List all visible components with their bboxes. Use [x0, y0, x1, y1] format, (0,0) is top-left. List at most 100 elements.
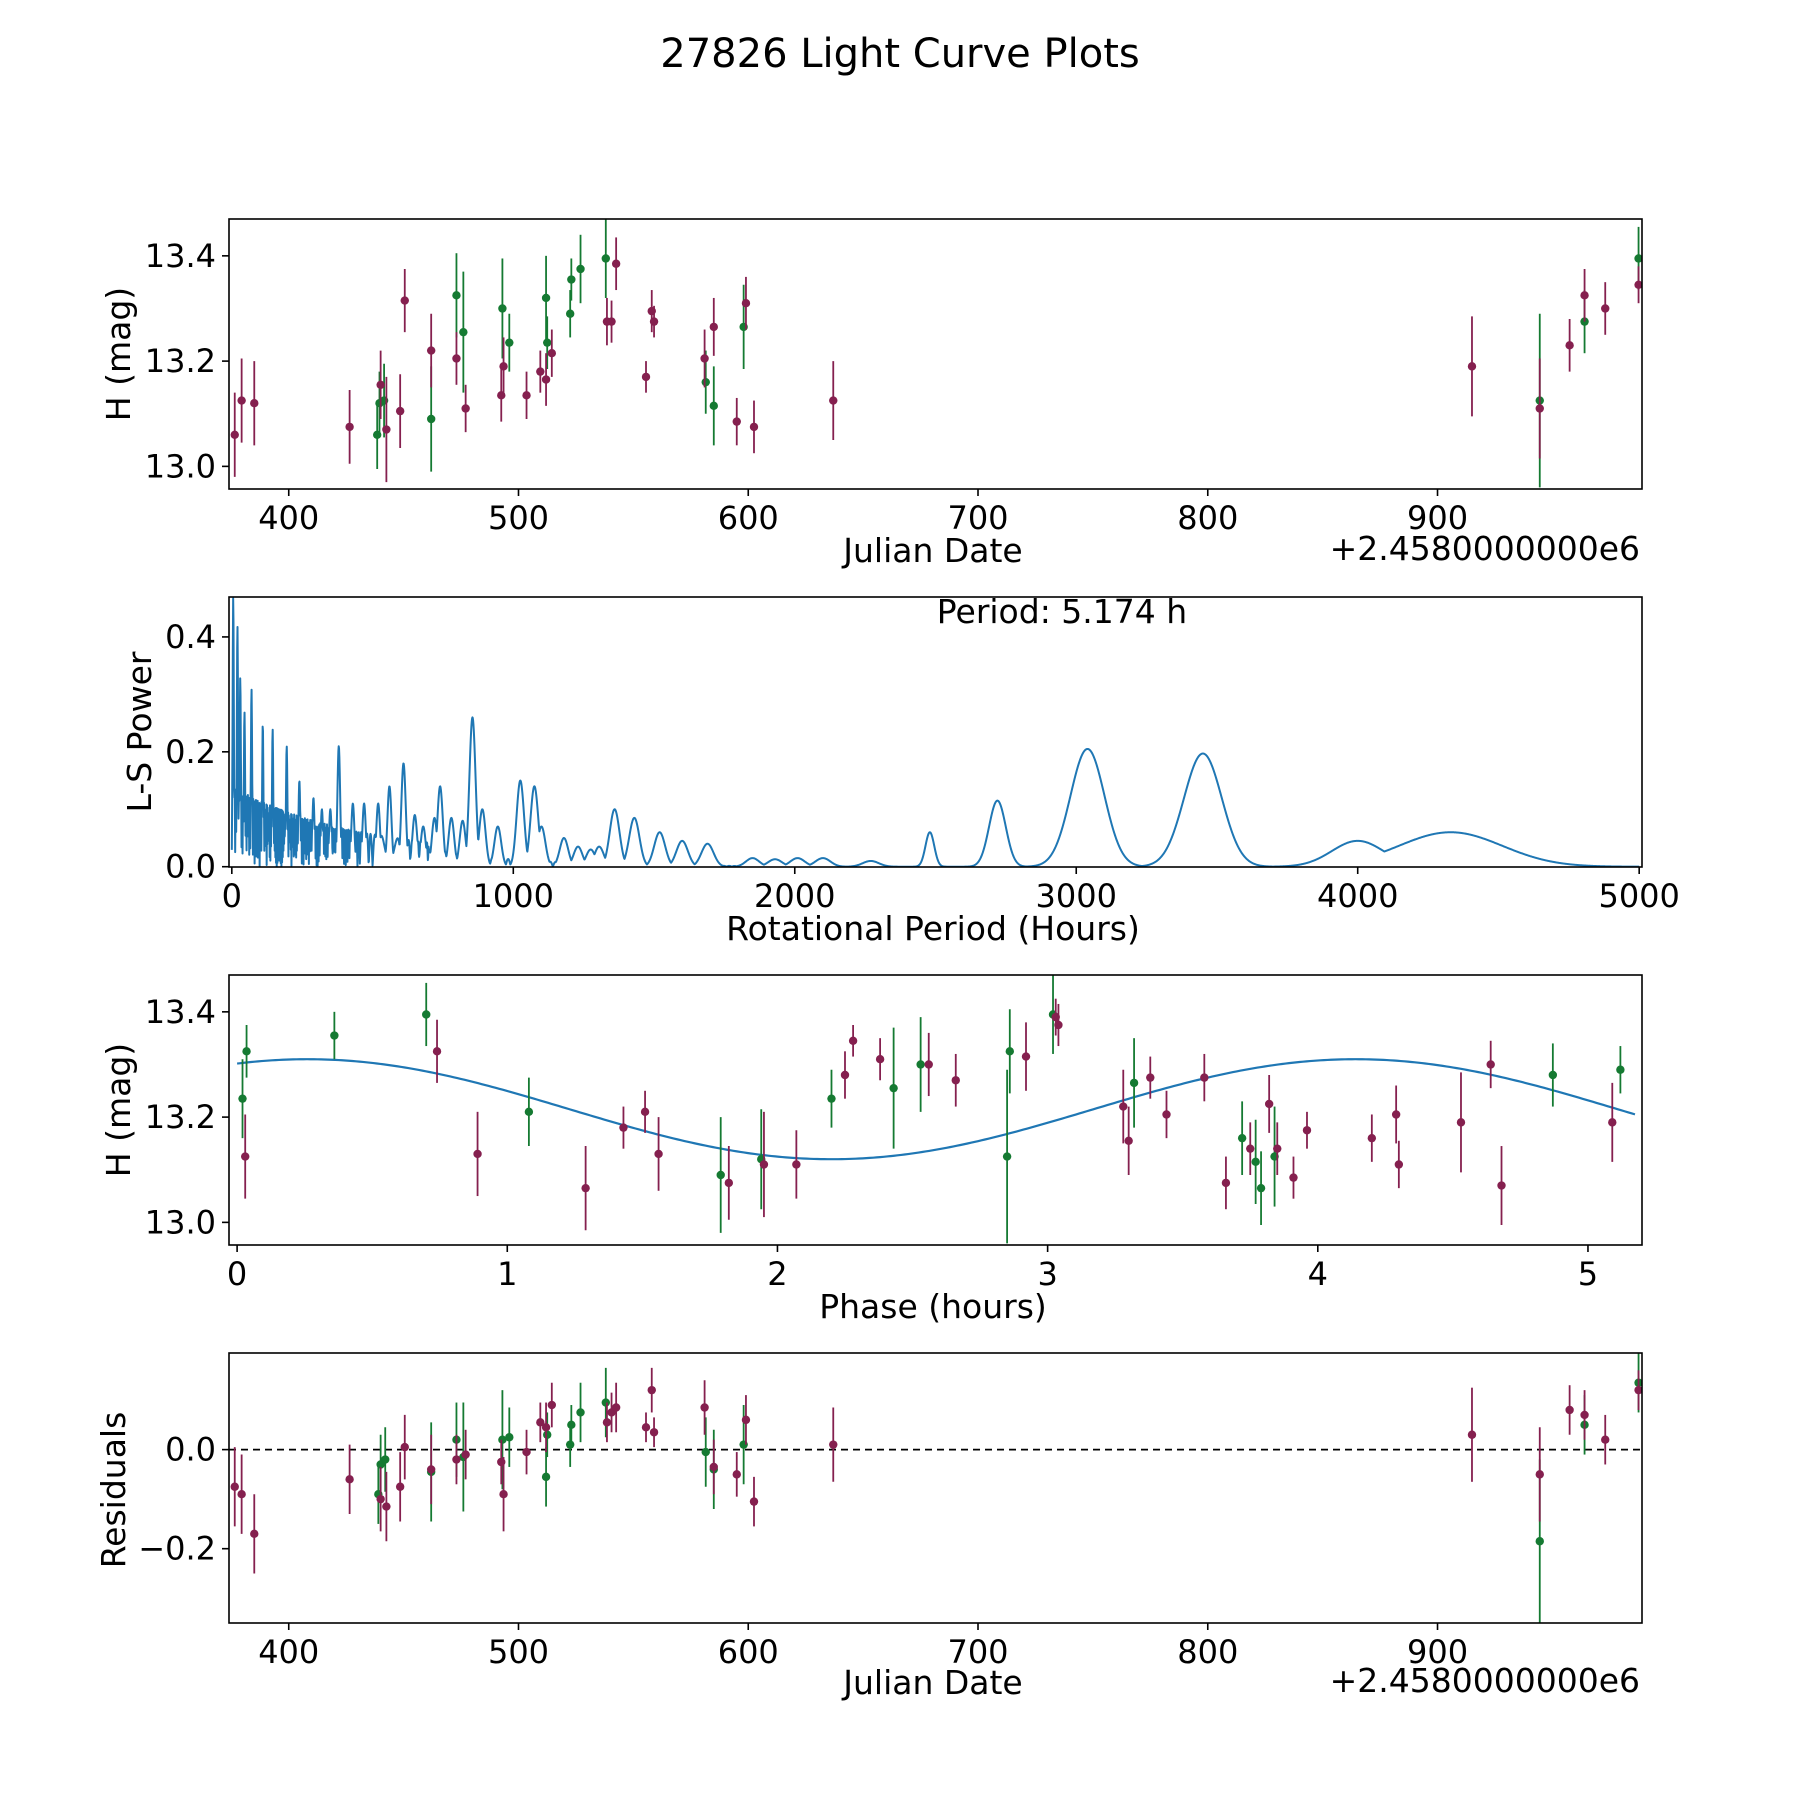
data-point: [951, 1076, 960, 1085]
periodogram-xtick-label: 5000: [1598, 877, 1679, 915]
data-point: [452, 1455, 461, 1464]
data-point: [1634, 254, 1642, 263]
residuals-plot-area: [229, 1353, 1642, 1623]
data-point: [654, 1149, 663, 1159]
data-point: [1601, 1435, 1610, 1444]
data-point: [1548, 1070, 1558, 1080]
data-point: [640, 1107, 650, 1117]
data-point: [916, 1060, 925, 1069]
data-point: [461, 1450, 470, 1459]
residuals-ytick-label: −0.2: [138, 1530, 216, 1568]
data-point: [875, 1055, 885, 1064]
residuals-ylabel: Residuals: [94, 1412, 133, 1569]
residuals-ytick-label: 0.0: [165, 1431, 216, 1469]
data-point: [330, 1031, 339, 1040]
data-point: [541, 1423, 551, 1432]
data-point: [829, 1440, 838, 1449]
data-point: [1021, 1052, 1031, 1061]
data-point: [498, 1435, 507, 1444]
data-point: [1264, 1099, 1274, 1109]
data-point: [422, 1010, 431, 1019]
data-point: [543, 1430, 552, 1439]
periodogram-ytick-label: 0.4: [165, 618, 216, 656]
data-point: [1634, 280, 1642, 289]
periodogram-frame: [228, 596, 1643, 868]
data-point: [792, 1160, 801, 1169]
data-point: [1608, 1118, 1617, 1127]
data-point: [376, 380, 385, 389]
residuals-x-offset: +2.4580000000e6: [1330, 1661, 1640, 1700]
data-point: [1565, 1405, 1574, 1415]
data-point: [543, 338, 552, 347]
residuals-xtick-label: 700: [947, 1633, 1008, 1671]
data-point: [426, 346, 436, 355]
phase-folded-xtick-label: 4: [1308, 1255, 1328, 1293]
data-point: [522, 1447, 531, 1457]
data-point: [522, 391, 531, 400]
data-point: [602, 1418, 612, 1427]
data-point: [827, 1094, 836, 1103]
data-point: [649, 1428, 659, 1437]
light-curve-xlabel: Julian Date: [841, 531, 1023, 570]
periodogram-line: [230, 597, 1640, 867]
periodogram-panel: Rotational Period (Hours) L-S Power Peri…: [120, 592, 1680, 948]
phase-folded-xtick-label: 1: [497, 1255, 517, 1293]
residuals-xtick-label: 900: [1407, 1633, 1468, 1671]
data-point: [452, 354, 461, 363]
data-point: [1497, 1181, 1506, 1190]
residuals-xtick-label: 800: [1177, 1633, 1238, 1671]
data-point: [749, 422, 759, 432]
data-point: [848, 1036, 858, 1045]
data-point: [749, 1497, 759, 1506]
data-point: [724, 1178, 734, 1188]
data-point: [547, 1400, 557, 1410]
data-point: [1580, 291, 1589, 300]
data-point: [1535, 1537, 1544, 1546]
phase-folded-xtick-label: 5: [1578, 1255, 1598, 1293]
data-point: [567, 275, 576, 284]
data-point: [741, 1415, 751, 1425]
data-point: [647, 1385, 656, 1395]
data-point: [732, 1470, 741, 1479]
data-point: [641, 372, 651, 382]
residuals-xtick-label: 500: [488, 1633, 549, 1671]
periodogram-xtick-label: 4000: [1317, 877, 1398, 915]
data-point: [524, 1107, 534, 1117]
data-point: [1367, 1133, 1377, 1143]
data-point: [237, 1489, 246, 1499]
data-point: [241, 1152, 250, 1161]
data-point: [1129, 1078, 1139, 1088]
data-point: [459, 327, 468, 337]
phase-folded-ytick-label: 13.2: [145, 1098, 216, 1136]
periodogram-ytick-label: 0.0: [165, 848, 216, 886]
light-curve-panel: Julian Date H (mag) +2.4580000000e6 400 5…: [99, 218, 1643, 570]
data-point: [700, 354, 709, 363]
data-point: [250, 399, 259, 408]
residuals-series-green: [374, 1353, 1642, 1623]
data-point: [576, 1408, 585, 1417]
light-curve-x-offset: +2.4580000000e6: [1330, 529, 1640, 568]
light-curve-xtick-label: 400: [258, 499, 319, 537]
phase-folded-series-maroon: [241, 998, 1617, 1231]
data-point: [547, 349, 557, 358]
data-point: [649, 317, 659, 326]
data-point: [611, 1403, 621, 1412]
residuals-xtick-label: 600: [718, 1633, 779, 1671]
data-point: [382, 1502, 391, 1511]
data-point: [376, 1494, 385, 1504]
residuals-xtick-label: 400: [258, 1633, 319, 1671]
phase-folded-xtick-label: 3: [1037, 1255, 1057, 1293]
residuals-frame: [228, 1352, 1643, 1624]
data-point: [611, 259, 621, 268]
phase-folded-xtick-label: 2: [767, 1255, 787, 1293]
data-point: [924, 1060, 933, 1069]
light-curve-xtick-label: 900: [1407, 499, 1468, 537]
data-point: [250, 1529, 259, 1539]
periodogram-plot-area: [230, 597, 1640, 867]
data-point: [1054, 1020, 1063, 1030]
data-point: [709, 322, 718, 332]
data-point: [829, 396, 838, 405]
data-point: [541, 1472, 551, 1482]
data-point: [1467, 1430, 1477, 1439]
